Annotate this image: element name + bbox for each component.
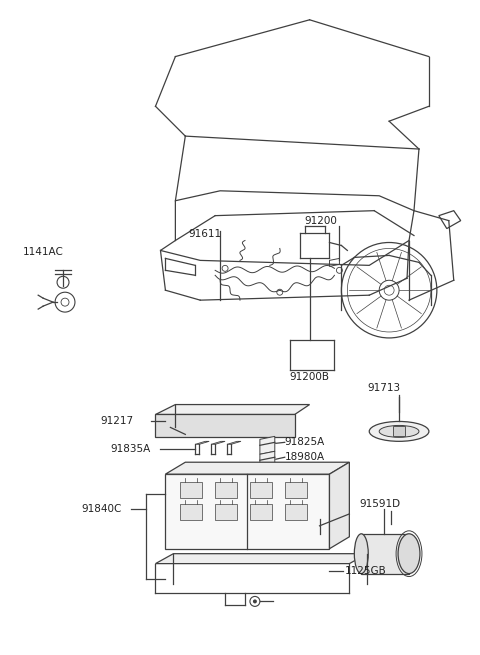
FancyBboxPatch shape <box>393 426 405 436</box>
Text: 91200: 91200 <box>305 215 337 225</box>
Text: 91217: 91217 <box>101 417 134 426</box>
Polygon shape <box>156 415 295 438</box>
FancyBboxPatch shape <box>180 482 202 498</box>
FancyBboxPatch shape <box>250 482 272 498</box>
Polygon shape <box>166 462 349 474</box>
Ellipse shape <box>369 421 429 441</box>
Text: 91200B: 91200B <box>290 372 330 382</box>
Polygon shape <box>361 534 409 574</box>
Circle shape <box>253 599 257 603</box>
Text: 91611: 91611 <box>188 229 221 238</box>
Text: 1141AC: 1141AC <box>23 248 64 257</box>
Polygon shape <box>195 441 209 444</box>
Text: 1125GB: 1125GB <box>344 565 386 576</box>
Text: 91840C: 91840C <box>81 504 121 514</box>
FancyBboxPatch shape <box>250 504 272 520</box>
Polygon shape <box>211 441 225 444</box>
FancyBboxPatch shape <box>180 504 202 520</box>
Text: 18980A: 18980A <box>285 452 325 462</box>
Text: 91713: 91713 <box>367 383 400 392</box>
Polygon shape <box>156 553 367 563</box>
Ellipse shape <box>398 534 420 574</box>
FancyBboxPatch shape <box>166 474 329 549</box>
Polygon shape <box>156 405 310 415</box>
Text: 91591D: 91591D <box>360 499 400 509</box>
Ellipse shape <box>379 426 419 438</box>
FancyBboxPatch shape <box>285 482 307 498</box>
Text: 91835A: 91835A <box>111 444 151 455</box>
FancyBboxPatch shape <box>215 482 237 498</box>
Polygon shape <box>329 462 349 549</box>
Polygon shape <box>260 451 275 470</box>
Ellipse shape <box>354 534 368 574</box>
Polygon shape <box>227 441 241 444</box>
Polygon shape <box>260 436 275 455</box>
FancyBboxPatch shape <box>215 504 237 520</box>
Text: 91825A: 91825A <box>285 438 325 447</box>
FancyBboxPatch shape <box>285 504 307 520</box>
